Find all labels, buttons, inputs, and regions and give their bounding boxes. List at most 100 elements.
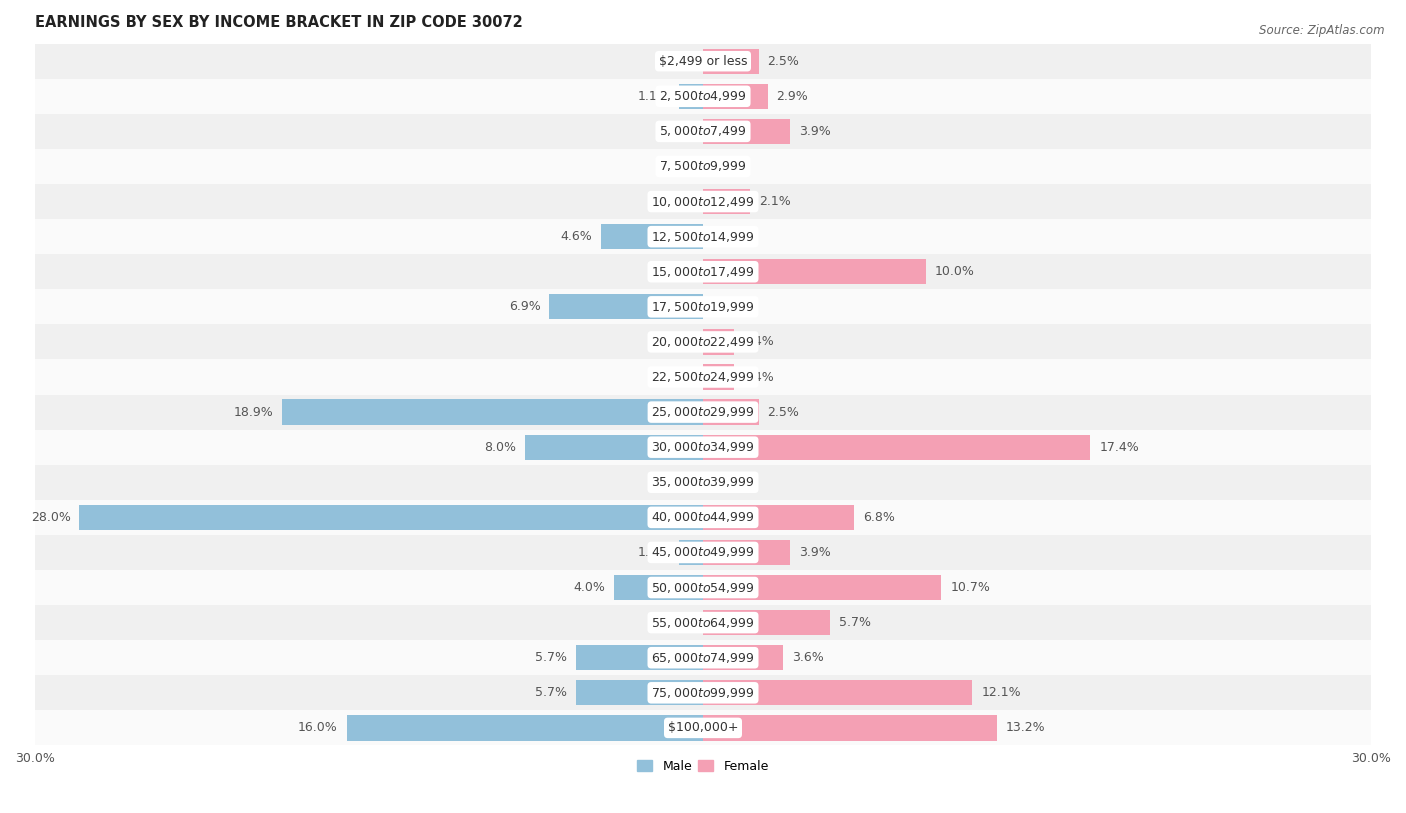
Text: 0.0%: 0.0%	[711, 300, 744, 313]
Bar	[35, 220, 1371, 254]
Text: $5,000 to $7,499: $5,000 to $7,499	[659, 124, 747, 138]
Bar	[703, 540, 790, 565]
Bar	[679, 84, 703, 109]
Bar	[35, 289, 1371, 324]
Text: $35,000 to $39,999: $35,000 to $39,999	[651, 476, 755, 489]
Text: $40,000 to $44,999: $40,000 to $44,999	[651, 511, 755, 524]
Text: $7,500 to $9,999: $7,500 to $9,999	[659, 159, 747, 173]
Bar	[524, 435, 703, 460]
Text: 5.7%: 5.7%	[536, 686, 567, 699]
Bar	[703, 610, 830, 635]
Text: 10.7%: 10.7%	[950, 581, 990, 594]
Text: 3.6%: 3.6%	[792, 651, 824, 664]
Text: 17.4%: 17.4%	[1099, 441, 1139, 454]
Text: 0.0%: 0.0%	[662, 371, 695, 384]
Text: $20,000 to $22,499: $20,000 to $22,499	[651, 335, 755, 349]
Text: $45,000 to $49,999: $45,000 to $49,999	[651, 546, 755, 559]
Bar	[80, 505, 703, 530]
Text: 2.1%: 2.1%	[759, 195, 790, 208]
Text: 13.2%: 13.2%	[1005, 721, 1046, 734]
Bar	[35, 711, 1371, 746]
Text: 12.1%: 12.1%	[981, 686, 1021, 699]
Text: 0.0%: 0.0%	[662, 265, 695, 278]
Bar	[35, 44, 1371, 79]
Text: $50,000 to $54,999: $50,000 to $54,999	[651, 580, 755, 594]
Bar	[703, 189, 749, 214]
Text: Source: ZipAtlas.com: Source: ZipAtlas.com	[1260, 24, 1385, 37]
Bar	[703, 575, 941, 600]
Text: $65,000 to $74,999: $65,000 to $74,999	[651, 650, 755, 665]
Bar	[35, 324, 1371, 359]
Bar	[35, 605, 1371, 640]
Text: EARNINGS BY SEX BY INCOME BRACKET IN ZIP CODE 30072: EARNINGS BY SEX BY INCOME BRACKET IN ZIP…	[35, 15, 523, 30]
Bar	[600, 224, 703, 250]
Bar	[703, 680, 973, 706]
Bar	[703, 119, 790, 144]
Text: 10.0%: 10.0%	[935, 265, 974, 278]
Text: 28.0%: 28.0%	[31, 511, 70, 524]
Text: $30,000 to $34,999: $30,000 to $34,999	[651, 440, 755, 454]
Text: 0.0%: 0.0%	[662, 336, 695, 349]
Bar	[703, 329, 734, 354]
Bar	[35, 359, 1371, 394]
Text: 1.4%: 1.4%	[744, 336, 775, 349]
Bar	[35, 254, 1371, 289]
Text: 1.4%: 1.4%	[744, 371, 775, 384]
Text: 2.9%: 2.9%	[776, 89, 808, 102]
Bar	[576, 680, 703, 706]
Text: $15,000 to $17,499: $15,000 to $17,499	[651, 265, 755, 279]
Text: 8.0%: 8.0%	[484, 441, 516, 454]
Text: $22,500 to $24,999: $22,500 to $24,999	[651, 370, 755, 384]
Text: 2.5%: 2.5%	[768, 406, 800, 419]
Bar	[35, 429, 1371, 465]
Bar	[35, 184, 1371, 220]
Text: 0.0%: 0.0%	[711, 160, 744, 173]
Bar	[703, 84, 768, 109]
Bar	[703, 435, 1091, 460]
Bar	[679, 540, 703, 565]
Bar	[35, 676, 1371, 711]
Text: 0.0%: 0.0%	[662, 476, 695, 489]
Text: 0.0%: 0.0%	[662, 195, 695, 208]
Bar	[576, 645, 703, 671]
Text: $12,500 to $14,999: $12,500 to $14,999	[651, 229, 755, 244]
Text: $75,000 to $99,999: $75,000 to $99,999	[651, 686, 755, 700]
Text: $25,000 to $29,999: $25,000 to $29,999	[651, 405, 755, 419]
Text: 6.8%: 6.8%	[863, 511, 896, 524]
Bar	[35, 149, 1371, 184]
Bar	[703, 645, 783, 671]
Text: 5.7%: 5.7%	[839, 616, 870, 629]
Legend: Male, Female: Male, Female	[633, 754, 773, 778]
Text: 18.9%: 18.9%	[233, 406, 273, 419]
Text: 4.0%: 4.0%	[574, 581, 605, 594]
Bar	[35, 394, 1371, 429]
Text: 0.0%: 0.0%	[711, 476, 744, 489]
Bar	[35, 114, 1371, 149]
Bar	[703, 505, 855, 530]
Bar	[703, 49, 759, 74]
Text: 0.0%: 0.0%	[662, 54, 695, 67]
Text: $17,500 to $19,999: $17,500 to $19,999	[651, 300, 755, 314]
Text: 0.0%: 0.0%	[711, 230, 744, 243]
Bar	[35, 465, 1371, 500]
Text: 16.0%: 16.0%	[298, 721, 337, 734]
Bar	[35, 570, 1371, 605]
Bar	[35, 640, 1371, 676]
Bar	[35, 500, 1371, 535]
Text: 6.9%: 6.9%	[509, 300, 540, 313]
Text: 0.0%: 0.0%	[662, 160, 695, 173]
Text: 1.1%: 1.1%	[638, 546, 669, 559]
Text: 4.6%: 4.6%	[560, 230, 592, 243]
Text: 5.7%: 5.7%	[536, 651, 567, 664]
Text: 3.9%: 3.9%	[799, 546, 831, 559]
Text: $55,000 to $64,999: $55,000 to $64,999	[651, 615, 755, 629]
Text: $10,000 to $12,499: $10,000 to $12,499	[651, 194, 755, 209]
Bar	[35, 535, 1371, 570]
Text: $100,000+: $100,000+	[668, 721, 738, 734]
Text: 3.9%: 3.9%	[799, 125, 831, 138]
Bar	[35, 79, 1371, 114]
Bar	[614, 575, 703, 600]
Text: $2,499 or less: $2,499 or less	[659, 54, 747, 67]
Bar	[347, 715, 703, 741]
Bar	[703, 399, 759, 424]
